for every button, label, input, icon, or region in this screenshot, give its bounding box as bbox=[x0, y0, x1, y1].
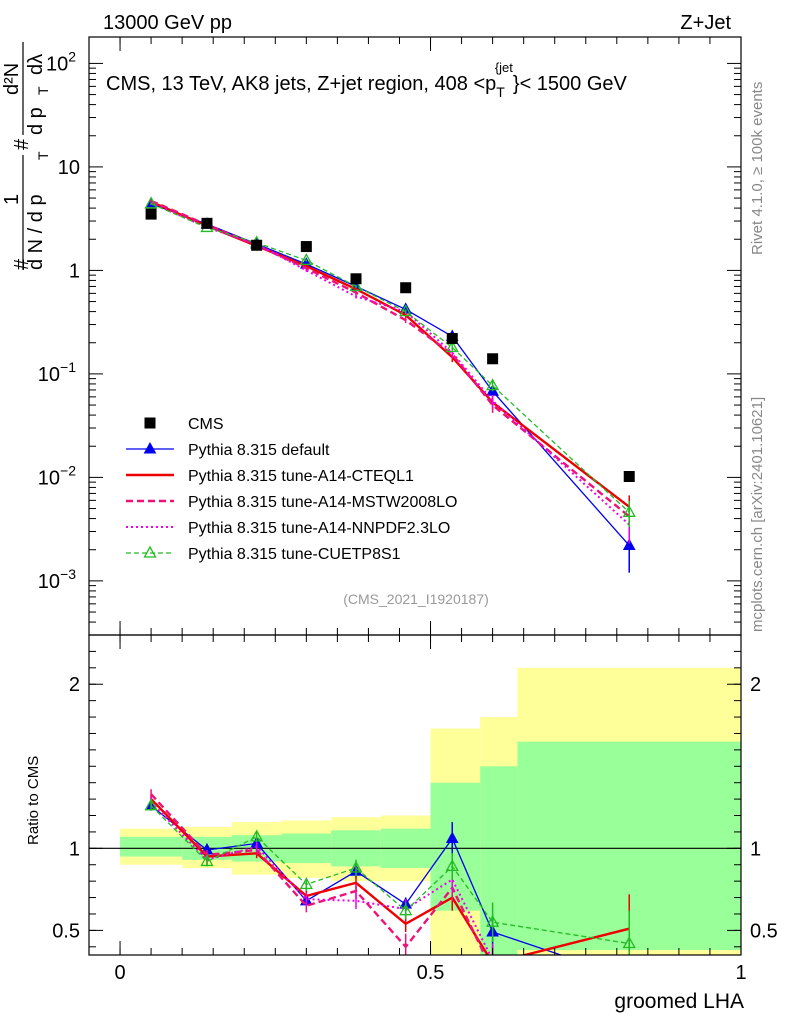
cms-data-point bbox=[350, 273, 362, 285]
cms-data-point bbox=[400, 282, 412, 294]
ylabel-hash-2: # bbox=[11, 138, 33, 150]
main-y-tick-label: 10−1 bbox=[38, 359, 76, 386]
ratio-marker-series-4 bbox=[445, 859, 459, 872]
main-y-tick-label: 10−2 bbox=[38, 462, 76, 489]
ylabel-frac1-den-sub: T bbox=[35, 151, 51, 160]
chart-title-main: CMS, 13 TeV, AK8 jets, Z+jet region, 408… bbox=[106, 73, 496, 95]
main-clip-group bbox=[144, 196, 636, 573]
chart-title-sub: T bbox=[496, 84, 505, 100]
ratio-ylabel: Ratio to CMS bbox=[25, 756, 42, 845]
chart-title-sup: {jet bbox=[495, 60, 513, 75]
ylabel-frac2-den: d p bbox=[25, 107, 47, 135]
main-marker-series-4 bbox=[349, 279, 363, 292]
x-tick-label: 0.5 bbox=[417, 962, 445, 984]
main-line-series-1 bbox=[150, 200, 630, 508]
main-y-tick-label: 102 bbox=[46, 48, 76, 75]
main-ylabel: # 1 d N / d p T # d²N d p T dλ bbox=[1, 42, 51, 270]
legend-marker-series-0 bbox=[143, 441, 157, 454]
ratio-y-tick-label-right: 1 bbox=[750, 838, 761, 860]
main-y-tick-label: 10−3 bbox=[38, 566, 76, 593]
main-marker-series-0 bbox=[622, 538, 636, 550]
ylabel-frac1-den: d N / d p bbox=[25, 194, 47, 270]
ratio-line-series-4 bbox=[150, 805, 630, 945]
cms-data-point bbox=[446, 332, 458, 344]
legend-label-series-2: Pythia 8.315 tune-A14-MSTW2008LO bbox=[188, 494, 457, 511]
main-line-series-4 bbox=[150, 203, 630, 513]
cms-data-point bbox=[623, 471, 635, 483]
ratio-clip-group bbox=[144, 789, 636, 982]
cms-data-point bbox=[487, 353, 499, 365]
header-right-label: Z+Jet bbox=[680, 12, 731, 34]
legend-label-series-0: Pythia 8.315 default bbox=[188, 442, 330, 459]
chart-title-tail: }< 1500 GeV bbox=[513, 73, 628, 95]
ratio-y-tick-label-left: 1 bbox=[69, 838, 80, 860]
y-tick-exponent: −3 bbox=[60, 566, 76, 582]
mcplots-credit-label: mcplots.cern.ch [arXiv:2401.10621] bbox=[749, 397, 766, 632]
legend-cms-marker bbox=[144, 417, 156, 429]
ratio-marker-series-4 bbox=[250, 829, 264, 842]
main-marker-series-4 bbox=[486, 378, 500, 391]
ratio-panel-frame bbox=[88, 634, 742, 956]
y-tick-base: 10 bbox=[46, 53, 68, 75]
ratio-marker-series-4 bbox=[200, 854, 214, 867]
x-tick-label: 0 bbox=[114, 962, 125, 984]
legend: CMS Pythia 8.315 default Pythia 8.315 tune… bbox=[126, 416, 457, 563]
main-marker-series-4 bbox=[445, 340, 459, 353]
ratio-marker-series-4 bbox=[399, 903, 413, 916]
ratio-y-tick-label-left: 2 bbox=[69, 674, 80, 696]
cms-data-point bbox=[300, 241, 312, 253]
ylabel-frac2-num: d²N bbox=[1, 63, 23, 95]
ratio-panel-series bbox=[144, 789, 636, 982]
main-marker-series-4 bbox=[399, 304, 413, 317]
legend-marker-series-4 bbox=[143, 545, 157, 558]
ratio-band-inner bbox=[120, 836, 183, 857]
y-tick-base: 10 bbox=[38, 467, 60, 489]
main-y-tick-label: 10 bbox=[58, 157, 80, 179]
legend-label-series-1: Pythia 8.315 tune-A14-CTEQL1 bbox=[188, 468, 414, 485]
main-marker-series-4 bbox=[622, 504, 636, 517]
legend-label-series-4: Pythia 8.315 tune-CUETP8S1 bbox=[188, 546, 401, 563]
y-tick-exponent: −1 bbox=[60, 359, 76, 375]
main-y-tick-label: 1 bbox=[69, 260, 80, 282]
analysis-id-label: (CMS_2021_I1920187) bbox=[343, 591, 489, 607]
ratio-marker-series-4 bbox=[486, 914, 500, 927]
ratio-y-tick-label-left: 0.5 bbox=[52, 920, 80, 942]
header-left-label: 13000 GeV pp bbox=[103, 12, 232, 34]
main-marker-series-4 bbox=[299, 253, 313, 266]
y-tick-base: 10 bbox=[38, 571, 60, 593]
main-panel-frame bbox=[88, 36, 742, 636]
main-panel-series bbox=[144, 196, 636, 573]
legend-label-series-3: Pythia 8.315 tune-A14-NNPDF2.3LO bbox=[188, 520, 450, 537]
ratio-marker-series-4 bbox=[144, 798, 158, 811]
ratio-marker-series-0 bbox=[445, 831, 459, 843]
x-tick-label: 1 bbox=[735, 962, 746, 984]
ratio-uncertainty-bands bbox=[89, 667, 741, 955]
x-axis-label: groomed LHA bbox=[614, 990, 744, 1013]
rivet-version-label: Rivet 4.1.0, ≥ 100k events bbox=[749, 82, 766, 255]
main-marker-series-4 bbox=[144, 196, 158, 209]
ylabel-lambda: dλ bbox=[25, 54, 47, 75]
ylabel-frac1-num: 1 bbox=[1, 194, 23, 205]
y-tick-base: 10 bbox=[38, 364, 60, 386]
ratio-y-tick-label-right: 0.5 bbox=[750, 920, 778, 942]
ratio-y-tick-label-right: 2 bbox=[750, 674, 761, 696]
y-tick-exponent: 2 bbox=[68, 48, 76, 64]
ratio-marker-series-4 bbox=[349, 860, 363, 873]
ratio-marker-series-4 bbox=[622, 936, 636, 949]
cms-data-point bbox=[251, 239, 263, 251]
y-tick-exponent: −2 bbox=[60, 462, 76, 478]
cms-data-point bbox=[145, 208, 157, 220]
legend-cms-label: CMS bbox=[188, 416, 224, 433]
cms-data-point bbox=[201, 217, 213, 229]
ylabel-hash-1: # bbox=[11, 258, 33, 270]
ylabel-frac2-den-sub: T bbox=[35, 86, 51, 95]
chart-title: CMS, 13 TeV, AK8 jets, Z+jet region, 408… bbox=[106, 60, 628, 100]
ratio-marker-series-4 bbox=[299, 877, 313, 890]
ratio-marker-series-0 bbox=[624, 972, 635, 982]
